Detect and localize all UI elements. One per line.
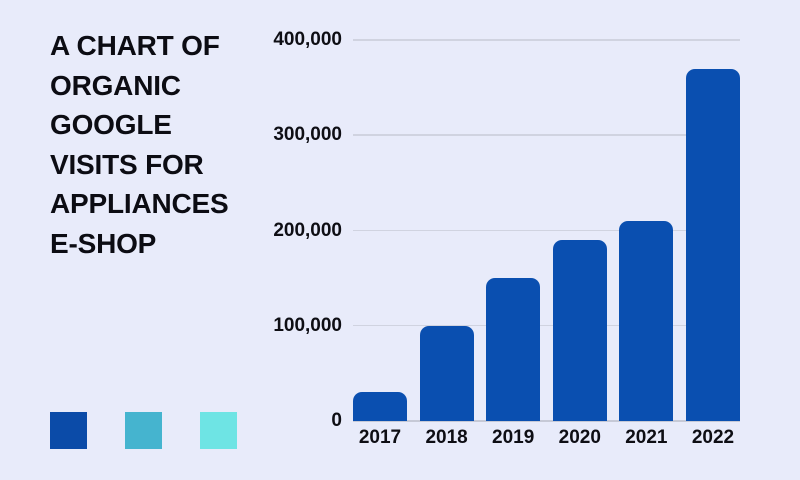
gridline-300,000 [353, 134, 740, 136]
y-axis-label-200,000: 200,000 [273, 219, 342, 241]
y-axis-label-100,000: 100,000 [273, 314, 342, 336]
x-axis-labels: 2017 2018 2019 2020 2021 2022 [353, 427, 740, 449]
page-title: A CHART OF ORGANIC GOOGLE VISITS FOR APPLIAN… [50, 26, 310, 263]
y-axis-label-0: 0 [331, 410, 342, 431]
x-axis-label-2020: 2020 [558, 427, 601, 448]
bar-2021 [619, 220, 674, 421]
bar-2018 [419, 325, 474, 421]
page-title-line: APPLIANCES [50, 188, 229, 219]
palette-swatch-light-cyan [200, 412, 237, 449]
bar-2017 [353, 392, 407, 421]
bar-2019 [486, 278, 541, 421]
color-palette [50, 412, 237, 449]
gridline-400,000 [353, 39, 740, 41]
page-title-line: VISITS FOR [50, 148, 204, 180]
page-title-line: E-SHOP [50, 227, 157, 259]
x-axis-baseline [353, 420, 740, 422]
palette-swatch-teal-blue [125, 412, 162, 449]
y-axis-label-300,000: 300,000 [273, 124, 342, 146]
palette-swatch-dark-blue [50, 412, 87, 449]
page-title-line: A CHART OF [50, 30, 220, 61]
bar-2020 [552, 240, 607, 421]
x-axis-label-2019: 2019 [492, 427, 535, 448]
x-axis-label-2017: 2017 [358, 427, 402, 448]
y-axis-label-400,000: 400,000 [273, 29, 342, 50]
bar-2022 [685, 68, 740, 421]
page-title-line: ORGANIC [50, 69, 181, 101]
x-axis-label-2018: 2018 [425, 427, 468, 448]
x-axis-label-2021: 2021 [625, 427, 668, 448]
gridline-200,000 [353, 229, 740, 231]
x-axis-label-2022: 2022 [691, 427, 735, 448]
page-title-line: GOOGLE [50, 109, 172, 140]
bars-group [353, 40, 740, 421]
gridline-100,000 [353, 324, 740, 327]
bar-chart [353, 39, 740, 422]
